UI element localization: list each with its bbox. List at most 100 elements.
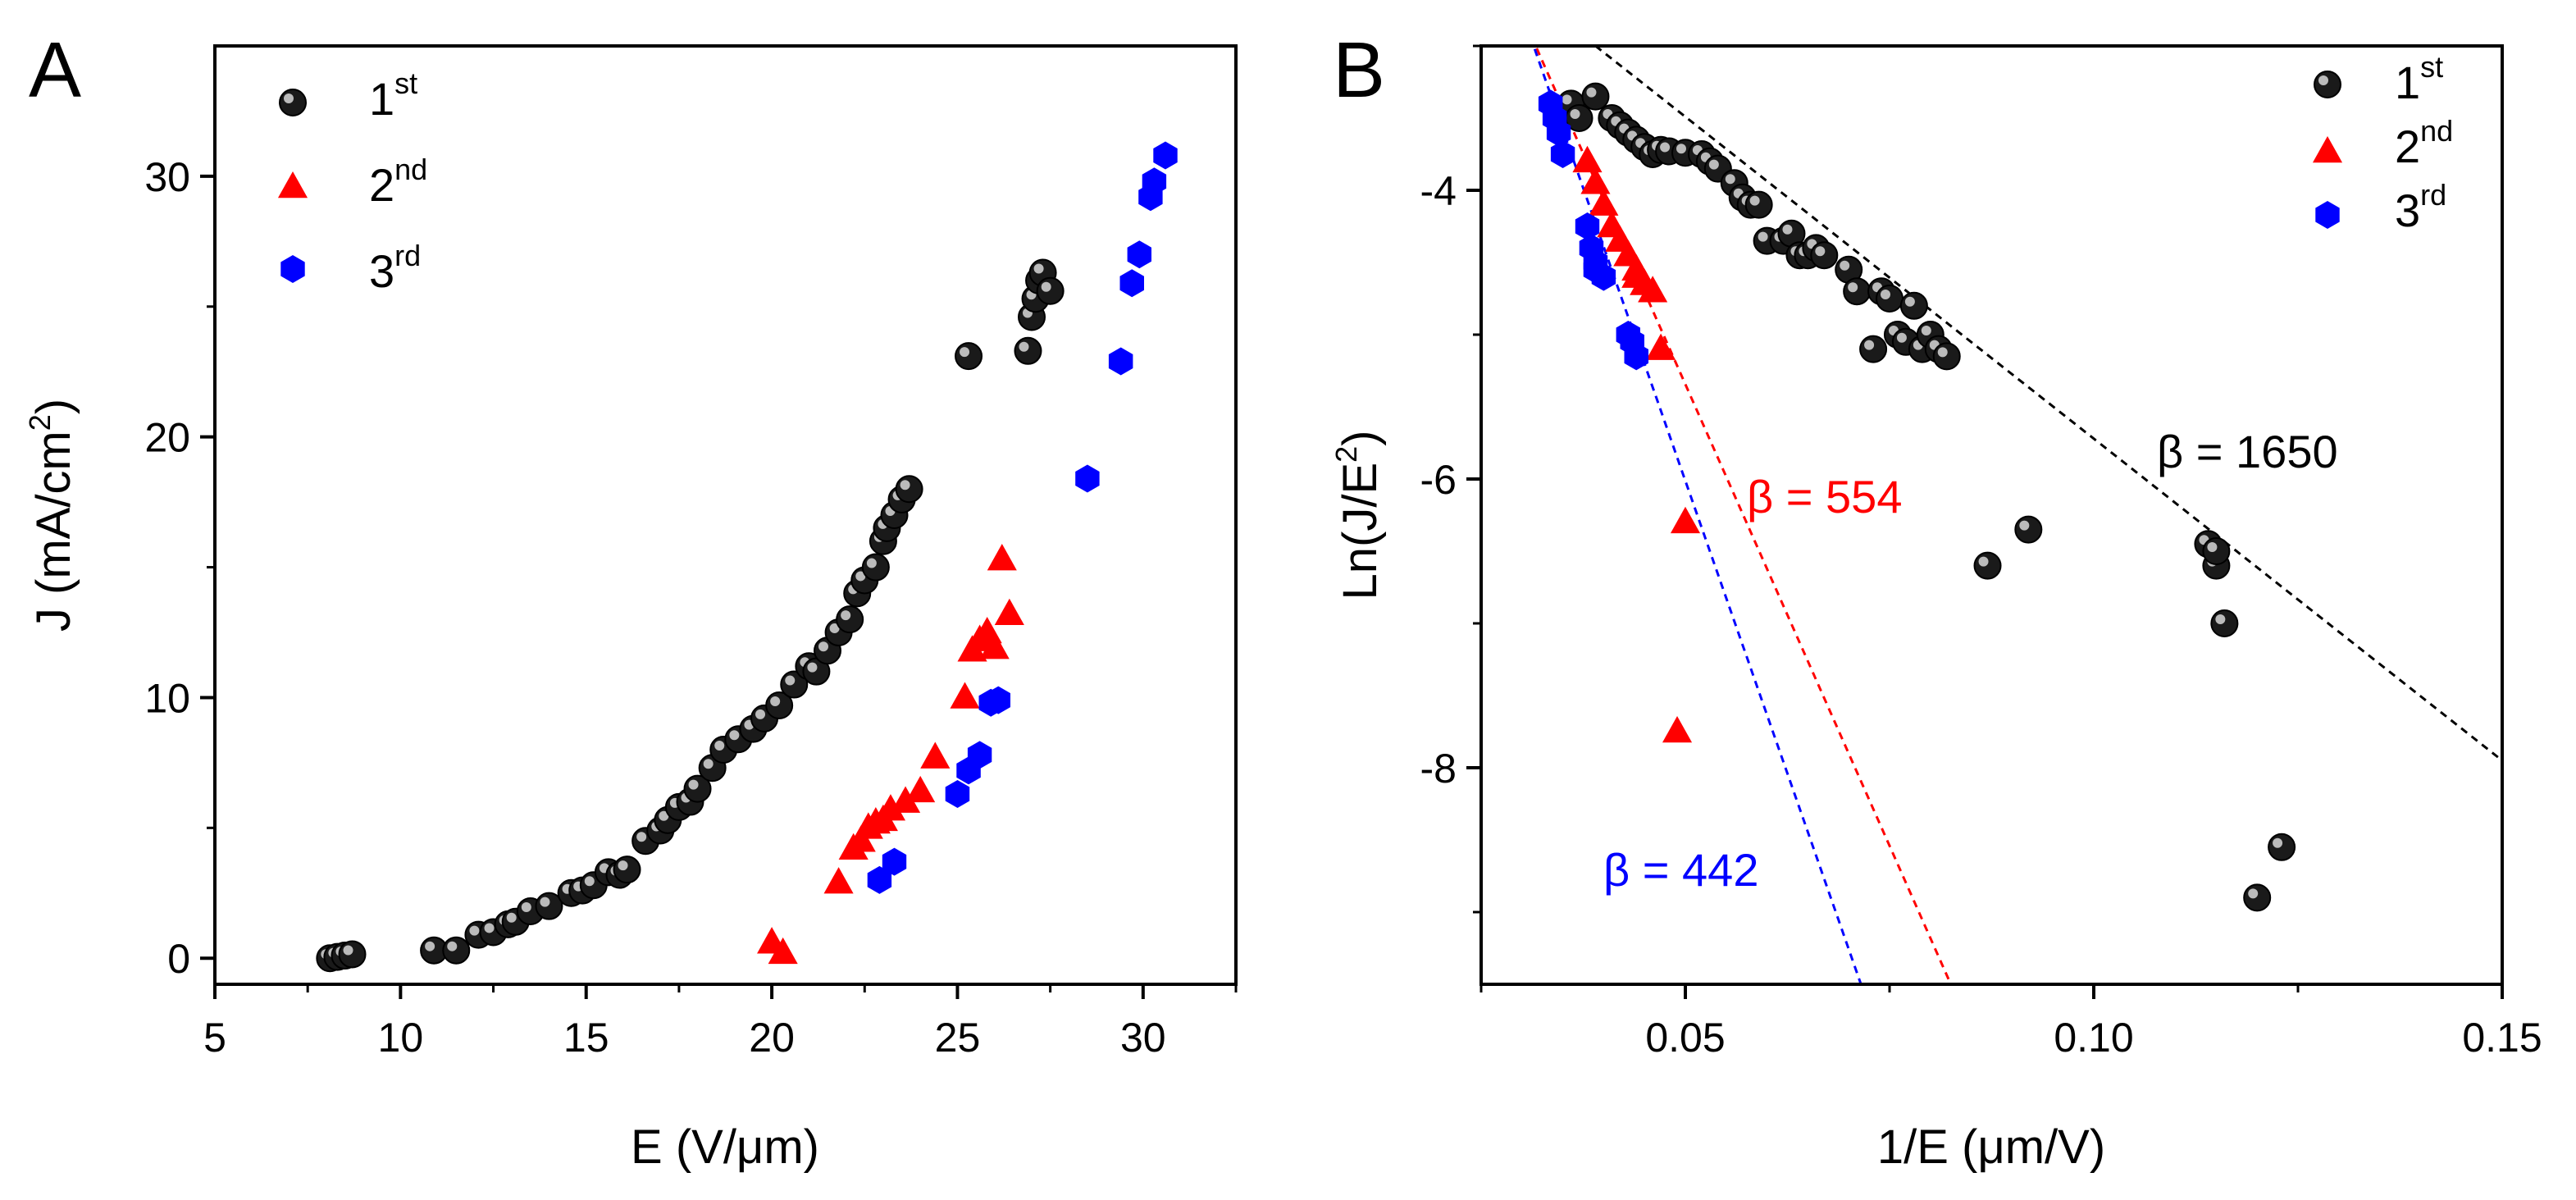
x-tick-label: 5 bbox=[203, 1015, 226, 1061]
data-point bbox=[1843, 277, 1872, 306]
legend-label: 2nd bbox=[2395, 114, 2453, 172]
legend-marker bbox=[277, 171, 308, 198]
y-tick-label: -6 bbox=[1420, 457, 1457, 503]
data-point bbox=[1575, 212, 1600, 240]
legend-marker-hexagon bbox=[280, 255, 305, 283]
panel-a-y-axis-label: J (mA/cm2) bbox=[23, 399, 80, 632]
data-point bbox=[1932, 342, 1961, 371]
legend-marker-circle bbox=[279, 89, 307, 116]
panel-a-x-axis-label: E (V/μm) bbox=[631, 1120, 819, 1174]
data-point bbox=[1591, 262, 1616, 291]
data-point bbox=[1646, 333, 1676, 360]
data-point bbox=[1624, 342, 1648, 371]
data-point bbox=[1153, 141, 1178, 170]
x-tick-label: 30 bbox=[1120, 1015, 1166, 1061]
panel-b-tick-labels: 0.05 0.10 0.15 -8 -6 -4 bbox=[1420, 168, 2542, 1061]
data-point bbox=[1899, 291, 1928, 320]
panel-a-legend: 1st 2nd 3rd bbox=[277, 66, 427, 297]
x-tick-label: 0.10 bbox=[2054, 1015, 2133, 1061]
data-point bbox=[891, 786, 921, 813]
legend-label: 1st bbox=[2395, 50, 2443, 108]
x-tick-label: 25 bbox=[935, 1015, 981, 1061]
data-point bbox=[1572, 145, 1603, 173]
data-point bbox=[420, 936, 449, 965]
panel-a-plot-frame bbox=[213, 44, 1238, 986]
data-point bbox=[1835, 255, 1863, 284]
data-point bbox=[1014, 336, 1042, 365]
data-point bbox=[1670, 506, 1701, 534]
panel-a-tick-labels: 5 10 15 20 25 30 0 10 20 30 bbox=[144, 154, 1165, 1061]
data-point bbox=[1127, 240, 1151, 269]
y-tick-label: 20 bbox=[144, 415, 190, 461]
data-point bbox=[836, 605, 864, 634]
data-point bbox=[955, 342, 983, 371]
y-tick-label: -4 bbox=[1420, 168, 1457, 214]
data-point bbox=[967, 741, 992, 769]
legend-marker-triangle bbox=[277, 171, 308, 198]
x-tick-label: 0.05 bbox=[1645, 1015, 1725, 1061]
data-point bbox=[986, 686, 1010, 714]
data-point bbox=[535, 892, 563, 920]
data-point bbox=[1744, 190, 1773, 219]
data-point bbox=[823, 867, 854, 894]
panel-b-chart: 0.05 0.10 0.15 -8 -6 -4 bbox=[1420, 44, 2542, 1061]
data-point bbox=[2243, 883, 2272, 912]
data-point bbox=[861, 553, 890, 582]
data-point bbox=[442, 936, 471, 965]
data-point bbox=[1638, 276, 1668, 303]
data-point bbox=[1119, 269, 1144, 298]
y-tick-label: 30 bbox=[144, 154, 190, 200]
legend-label: 3rd bbox=[369, 239, 421, 297]
series-3rd bbox=[1538, 89, 1648, 371]
svg-text:J (mA/cm2): J (mA/cm2) bbox=[23, 399, 80, 632]
y-tick-label: -8 bbox=[1420, 746, 1457, 792]
x-tick-label: 15 bbox=[563, 1015, 609, 1061]
fit-line-3rd bbox=[1532, 46, 1862, 984]
panel-a-ticks bbox=[200, 174, 1238, 999]
data-point bbox=[1859, 335, 1888, 363]
data-point bbox=[905, 775, 936, 803]
series-1st bbox=[1557, 82, 2296, 912]
series-3rd bbox=[867, 141, 1178, 894]
legend-label: 2nd bbox=[369, 153, 427, 211]
data-point bbox=[1580, 167, 1611, 194]
legend-marker bbox=[280, 255, 305, 283]
panel-a-legend-item-1st: 1st bbox=[279, 66, 417, 125]
data-point bbox=[780, 670, 809, 699]
data-point bbox=[768, 937, 798, 965]
data-point bbox=[1546, 118, 1571, 147]
data-point bbox=[1589, 189, 1619, 216]
data-point bbox=[920, 741, 951, 769]
panel-b-fit-lines bbox=[1532, 46, 2502, 984]
x-tick-label: 10 bbox=[378, 1015, 424, 1061]
svg-text:Ln(J/E2): Ln(J/E2) bbox=[1329, 431, 1387, 600]
data-point bbox=[979, 632, 1010, 659]
series-2nd bbox=[1572, 145, 1701, 743]
y-tick-label: 10 bbox=[144, 675, 190, 721]
data-point bbox=[945, 780, 970, 808]
data-point bbox=[1662, 716, 1693, 743]
panel-b-ticks bbox=[1466, 44, 2504, 999]
legend-marker bbox=[279, 89, 307, 116]
data-point bbox=[1142, 167, 1167, 196]
data-point bbox=[1550, 140, 1575, 168]
data-point bbox=[1876, 285, 1904, 313]
data-point bbox=[1581, 82, 1610, 111]
data-point bbox=[950, 682, 980, 709]
series-2nd bbox=[757, 544, 1024, 965]
data-point bbox=[987, 544, 1017, 571]
panel-b-y-axis-label: Ln(J/E2) bbox=[1329, 431, 1387, 600]
beta-annotation-2nd: β = 554 bbox=[1747, 471, 1902, 522]
legend-marker-circle bbox=[2314, 71, 2341, 98]
data-point bbox=[1973, 551, 2002, 580]
data-point bbox=[1036, 276, 1065, 305]
legend-marker bbox=[2315, 201, 2340, 229]
data-point bbox=[338, 940, 367, 969]
legend-marker bbox=[2312, 136, 2343, 163]
legend-label: 3rd bbox=[2395, 178, 2446, 236]
data-point bbox=[994, 598, 1024, 626]
data-point bbox=[2268, 833, 2296, 861]
panel-b-legend-item-2nd: 2nd bbox=[2312, 114, 2453, 172]
panel-b-data-points bbox=[1538, 82, 2296, 912]
